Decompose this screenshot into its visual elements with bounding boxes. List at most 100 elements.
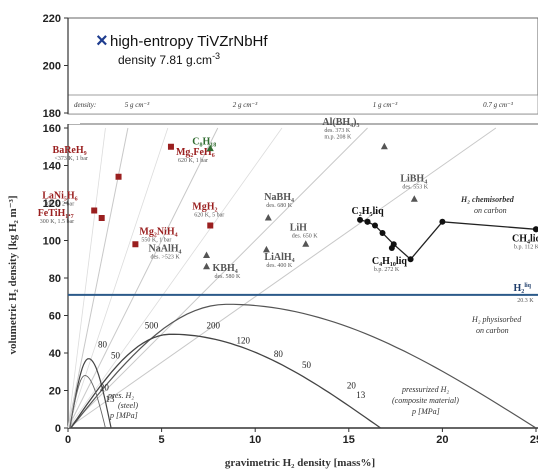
compound-info: 620 K, 5 bar <box>194 213 224 219</box>
compound-marker-square <box>207 222 214 229</box>
compound-info: 620 K, 1 bar <box>178 158 208 164</box>
y-tick-label: 80 <box>49 273 61 285</box>
compound-label: Mg₂NiH₄ <box>139 226 177 237</box>
compound-info: 300 K, 2 bar <box>44 202 74 208</box>
compound-label: C₈H₁₈ <box>192 137 216 148</box>
compound-marker-triangle <box>203 251 211 258</box>
compound-marker-circle <box>388 245 395 251</box>
compound-label: Al(BH₄)₃ <box>322 117 359 128</box>
density-guide-line <box>67 127 106 429</box>
compound-marker-triangle <box>302 240 310 247</box>
compound-label: FeTiH₁.₇ <box>38 208 74 219</box>
compound-label: C₂H₅liq <box>352 206 385 217</box>
physisorbed-annotation-line1: H₂ physisorbed <box>471 315 522 324</box>
chemisorbed-annotation-line1: H₂ chemisorbed <box>460 195 515 204</box>
compound-info: b.p. 272 K <box>374 267 400 273</box>
x-tick-label: 15 <box>343 434 355 446</box>
x-axis-label: gravimetric H₂ density [mass%] <box>225 457 375 469</box>
composite-annotation-line1: pressurized H₂ <box>401 385 449 394</box>
compound-info: b.p. 112 K <box>514 244 538 250</box>
density-line <box>67 127 497 429</box>
steel-pressure-curve <box>69 358 112 429</box>
composite-annotation-line2: (composite material) <box>392 396 459 405</box>
y-tick-label: 200 <box>43 61 61 73</box>
compound-label: CH₄liq <box>512 233 538 244</box>
x-tick-label: 10 <box>249 434 261 446</box>
chemisorbed-series-point <box>439 218 446 225</box>
chemisorbed-series-point <box>379 230 386 236</box>
steel-annotation-line3: p [MPa] <box>109 411 138 420</box>
density-line-label: 5 g cm⁻³ <box>125 101 150 109</box>
axis-ticks: 0 5 10 15 20 25 0 20 40 60 80 100 120 140 160 180 200 220 <box>43 13 538 446</box>
compound-marker-square <box>98 215 105 221</box>
compound-info: des. 373 K <box>324 128 350 134</box>
y-tick-label: 0 <box>55 423 61 435</box>
x-tick-label: 0 <box>65 434 71 446</box>
composite-pressure-curve <box>70 333 381 429</box>
compound-info: des. 580 K <box>215 274 241 280</box>
compound-info: des. 650 K <box>292 233 318 239</box>
composite-pressure-label: 13 <box>356 390 366 400</box>
highlight-marker-icon: × <box>96 30 108 52</box>
compound-marker-triangle <box>206 144 214 152</box>
density-line-label: 0.7 g cm⁻³ <box>483 101 514 109</box>
steel-annotation-line1: pres. H₂ <box>107 391 134 400</box>
compound-marker-triangle <box>262 245 270 253</box>
density-line <box>67 127 219 429</box>
highlight-density-value: density 7.81 g.cm <box>118 53 212 67</box>
y-tick-label: 140 <box>43 161 61 173</box>
y-tick-label: 40 <box>49 348 61 360</box>
composite-pressure-label: 20 <box>347 381 357 391</box>
density-line-labels: 5 g cm⁻³ 2 g cm⁻³ 1 g cm⁻³ 0.7 g cm⁻³ <box>125 101 514 109</box>
compound-marker-square <box>115 173 122 180</box>
y-tick-label: 60 <box>49 311 61 323</box>
h2-liquid-line: H₂liq 20.3 K <box>68 283 538 304</box>
compound-info: des. 553 K <box>402 184 428 190</box>
compound-label: NaBH₄ <box>264 192 294 203</box>
steel-pressure-curve-inner <box>69 375 106 429</box>
y-tick-label: 180 <box>43 108 61 120</box>
compound-marker-square <box>91 207 98 214</box>
h2-liquid-sub: 20.3 K <box>517 298 534 304</box>
highlight-annotation: × high-entropy TiVZrNbHf density 7.81 g.… <box>96 30 268 67</box>
steel-pressure-label: 13 <box>105 394 115 404</box>
physisorbed-annotation-line2: on carbon <box>476 326 509 335</box>
density-line <box>67 127 368 429</box>
composite-pressure-label: 80 <box>274 349 284 359</box>
highlight-density: density 7.81 g.cm-3 <box>118 51 220 67</box>
compound-label: BaReH₉ <box>53 145 87 156</box>
composite-pressure-label: 500 <box>145 321 159 331</box>
compound-label: LiAlH₄ <box>264 252 294 263</box>
compound-marker-circle <box>364 218 371 225</box>
chemisorbed-series-point <box>372 222 379 229</box>
compound-marker-circle <box>533 226 538 233</box>
composite-pressure-label: 200 <box>207 321 221 331</box>
compound-label: MgH₂ <box>192 202 217 213</box>
compound-marker-square <box>132 241 139 248</box>
steel-pressure-label: 20 <box>100 383 110 393</box>
y-tick-label: 120 <box>43 198 61 210</box>
y-axis-label: volumetric H₂ density [kg H₂ m⁻³] <box>7 196 19 355</box>
chemisorbed-annotation-line2: on carbon <box>474 206 507 215</box>
compound-info: <373 K, 1 bar <box>55 156 88 162</box>
density-guide-line <box>67 127 169 429</box>
compound-info: 300 K, 1.5 bar <box>40 219 75 225</box>
physisorbed-curve <box>70 303 537 429</box>
y-tick-label: 20 <box>49 386 61 398</box>
compound-info: des. >523 K <box>151 255 181 261</box>
density-guide-line <box>67 127 283 429</box>
compound-label: Mg₂FeH₆ <box>176 147 215 158</box>
x-tick-label: 25 <box>530 434 538 446</box>
density-line <box>67 127 129 429</box>
compound-marker-triangle <box>380 142 388 150</box>
h2-liquid-label-sup: liq <box>524 283 531 289</box>
compound-marker-square <box>167 143 174 150</box>
highlight-density-exponent: -3 <box>212 51 220 61</box>
compound-label: NaAlH₄ <box>149 244 182 255</box>
density-line-label: 1 g cm⁻³ <box>373 101 398 109</box>
steel-annotation-line2: (steel) <box>118 401 138 410</box>
y-tick-label: 220 <box>43 13 61 25</box>
